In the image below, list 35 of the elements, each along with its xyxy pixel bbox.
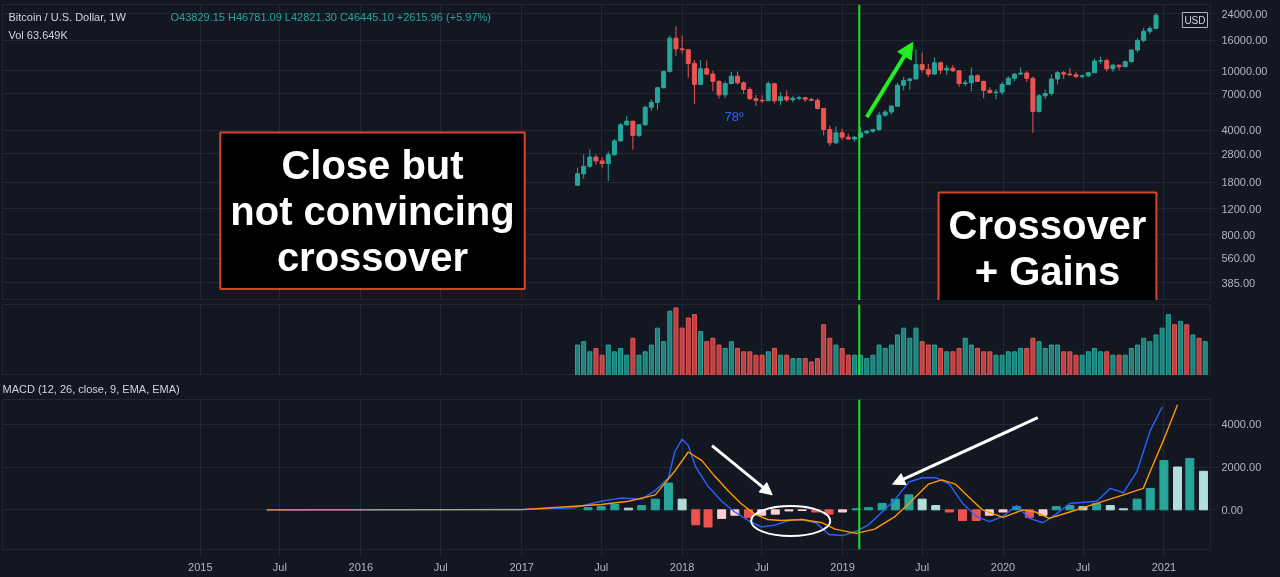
- x-tick-label: Jul: [594, 560, 609, 573]
- y-tick-label: 16000.00: [1221, 34, 1268, 47]
- x-tick-label: Jul: [272, 560, 287, 573]
- annotation: Vol 63.649K: [8, 28, 69, 41]
- annotation: Crossover + Gains: [948, 202, 1147, 293]
- chart-title: MACD (12, 26, close, 9, EMA, EMA): [2, 382, 180, 395]
- y-tick-label: 560.00: [1221, 252, 1256, 265]
- x-tick-label: Jul: [915, 560, 930, 573]
- y-tick-label: 2000.00: [1221, 461, 1262, 473]
- y-tick-label: 24000.00: [1221, 7, 1268, 20]
- y-tick-label: 2800.00: [1221, 147, 1262, 160]
- x-tick-label: 2017: [509, 560, 534, 573]
- y-tick-label: 385.00: [1221, 276, 1256, 289]
- annotation: O43829.15 H46781.09 L42821.30 C46445.10 +2615.96 (+5.97%): [170, 10, 491, 23]
- annotation: Close but not convincing crossover: [230, 142, 515, 279]
- text: Bitcoin / U.S. Dollar, 1W: [8, 10, 127, 23]
- x-tick-label: Jul: [754, 560, 769, 573]
- x-tick-label: 2020: [990, 560, 1016, 573]
- x-tick-label: 2015: [188, 560, 213, 573]
- y-tick-label: 10000.00: [1221, 64, 1268, 77]
- x-tick-label: Jul: [1075, 560, 1091, 573]
- y-tick-label: 800.00: [1221, 228, 1256, 241]
- y-tick-label: 4000.00: [1221, 418, 1262, 431]
- x-tick-label: 2016: [348, 560, 374, 573]
- annotation: 78º: [724, 108, 744, 124]
- x-tick-label: 2021: [1151, 560, 1177, 573]
- x-tick-label: 2018: [669, 560, 695, 573]
- y-tick-label: 7000.00: [1221, 87, 1262, 100]
- y-tick-label: 1800.00: [1221, 176, 1262, 189]
- annotation: USD: [1184, 14, 1206, 26]
- y-tick-label: 0.00: [1221, 503, 1243, 516]
- x-tick-label: 2019: [830, 560, 855, 573]
- y-tick-label: 1200.00: [1221, 202, 1262, 215]
- x-tick-label: Jul: [433, 560, 448, 573]
- y-tick-label: 4000.00: [1221, 124, 1262, 137]
